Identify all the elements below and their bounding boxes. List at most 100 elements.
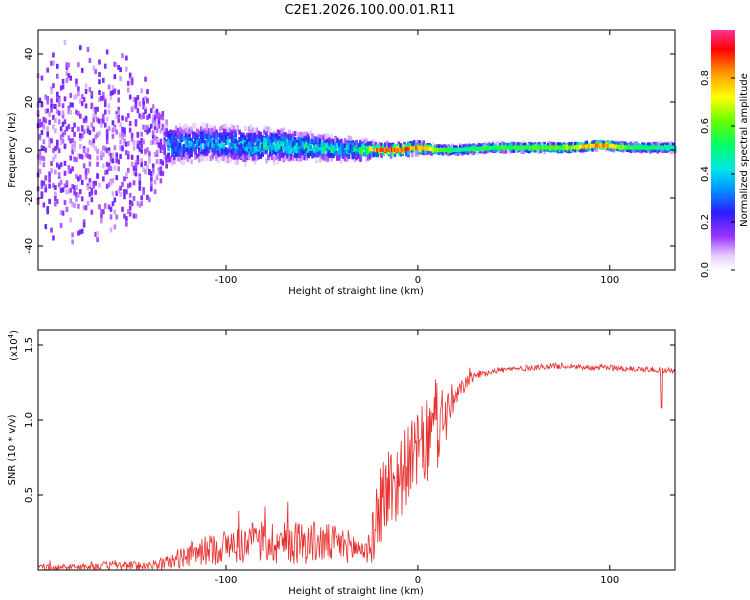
spectrogram-cell [190,137,193,143]
spectrogram-cell [199,146,203,152]
spectrogram-cell [40,129,44,135]
spectrogram-cell [307,147,310,153]
spectrogram-cell [207,132,211,138]
spectrogram-cell [265,138,268,144]
spectrogram-cell [222,134,226,140]
spectrogram-cell [163,150,167,156]
spectrogram-ridge-cell [388,148,391,152]
spectrogram-cell [115,214,119,220]
spectrogram-cell [182,154,186,160]
spectrogram-ridge-cell [506,145,509,150]
spectrogram-cell [59,85,63,91]
spectrogram-cell [595,146,598,152]
spectrogram-cell [242,140,245,146]
spectrogram-cell [301,132,305,138]
spectrogram-cell [182,160,186,166]
spectrogram-ridge-cell [405,147,408,152]
spectrogram-cell [111,201,115,207]
spectrogram-cell [293,146,297,152]
spectrogram-cell [364,157,368,163]
spectrogram-cell [612,147,616,153]
spectrogram-ridge-cell [408,146,411,151]
spectrogram-cell [355,139,358,145]
spectrogram-cell [520,149,523,155]
spectrogram-cell [458,144,462,150]
spectrogram-cell [366,146,370,152]
spectrogram-cell [52,114,55,120]
spectrogram-cell [80,94,84,100]
spectrogram-cell [220,149,224,155]
spectrogram-cell [245,150,249,156]
spectrogram-cell [86,168,90,174]
spectrogram-cell [146,147,149,153]
spectrogram-cell [65,62,69,68]
spectrogram-cell [182,135,186,141]
spectrogram-cell [270,137,274,143]
spectrogram-cell [42,162,46,168]
spectrogram-cell [142,189,145,195]
spectrogram-cell [86,46,90,52]
spectrogram-cell [103,203,107,209]
spectrogram-cell [393,144,397,150]
spectrogram-ridge-cell [647,145,650,150]
spectrogram-ridge-cell [609,144,612,149]
spectrogram-cell [157,120,161,126]
spectrogram-cell [332,153,335,159]
spectrogram-cell [311,147,314,153]
spectrogram-cell [276,142,280,148]
spectrogram-cell [169,143,172,149]
spectrogram-cell [236,148,239,154]
spectrogram-cell [339,143,343,149]
spectrogram-cell [128,94,132,100]
spectrogram-cell [184,132,188,138]
spectrogram-cell [364,143,368,149]
spectrogram-cell [186,134,190,140]
spectrogram-cell [353,146,356,152]
colorbar-ticks: 0.00.20.40.60.8 [700,70,735,278]
spectrogram-cell [205,134,209,140]
spectrogram-ridge-cell [420,146,423,151]
spectrogram-cell [255,134,259,140]
spectrogram-cell [109,95,113,101]
spectrogram-cell [598,139,602,145]
spectrogram-cell [115,113,119,119]
spectrogram-cell [113,145,117,151]
spectrogram-cell [203,128,207,134]
spectrogram-ridge-cell [490,145,493,150]
spectrogram-ridge-cell [487,145,490,150]
spectrogram-cell [391,144,395,150]
spectrogram-cell [432,142,435,148]
spectrogram-cell [63,96,67,102]
spectrogram-cell [134,213,138,219]
spectrogram-ridge-cell [419,145,422,150]
spectrogram-cell [186,140,190,146]
spectrogram-cell [443,144,447,150]
spectrogram-cell [178,149,182,155]
spectrogram-ridge-cell [635,145,638,150]
spectrogram-cell [157,167,161,173]
spectrogram-cell [71,127,74,133]
spectrogram-cell [86,153,90,159]
spectrogram-cell [631,147,635,153]
spectrogram-cell [138,146,142,152]
spectrogram-cell [326,148,330,154]
spectrogram-cell [313,137,316,143]
colorbar-tick-label: 0.6 [700,118,711,134]
spectrogram-cell [165,131,168,137]
spectrogram-cell [121,206,124,212]
spectrogram-cell [73,122,76,128]
spectrogram-cell [286,146,289,152]
spectrogram-cell [318,150,322,156]
spectrogram-cell [79,143,82,149]
spectrogram-cell [69,187,73,193]
spectrogram-cell [268,139,272,145]
spectrogram-ridge-cell [458,147,460,152]
spectrogram-cell [351,149,355,155]
spectrogram-cell [67,62,71,68]
spectrogram-cell [130,136,134,142]
spectrogram-cell [416,150,420,156]
spectrogram-ridge-cell [472,146,475,151]
spectrogram-cell [364,151,368,157]
spectrogram-cell [257,130,261,136]
spectrogram-cell [151,133,155,139]
